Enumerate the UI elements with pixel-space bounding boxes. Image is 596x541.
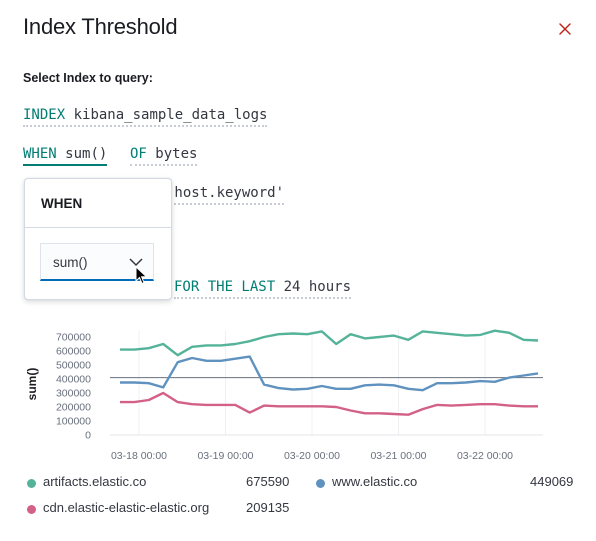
- index-keyword: INDEX: [23, 107, 66, 123]
- x-tick-label: 03-21 00:00: [370, 450, 426, 462]
- x-axis-ticks: 03-18 00:00 03-19 00:00 03-20 00:00 03-21 0…: [111, 450, 513, 462]
- when-value: sum(): [65, 146, 108, 162]
- y-tick-label: 500000: [56, 360, 91, 372]
- x-tick-label: 03-22 00:00: [457, 450, 513, 462]
- legend-value-artifacts: 675590: [246, 474, 290, 489]
- chevron-down-icon: [129, 258, 143, 267]
- of-keyword: OF: [130, 146, 147, 162]
- legend-dot: [316, 479, 325, 488]
- for-last-value: 24 hours: [283, 279, 352, 295]
- aggregation-select[interactable]: sum(): [40, 243, 154, 281]
- series-line-2: [120, 355, 539, 392]
- index-expression[interactable]: INDEX kibana_sample_data_logs: [23, 107, 268, 127]
- of-value: bytes: [155, 146, 198, 162]
- group-expression[interactable]: 'host.keyword': [166, 185, 285, 205]
- y-axis-label: sum(): [25, 368, 39, 401]
- y-tick-label: 300000: [56, 388, 91, 400]
- group-value: 'host.keyword': [166, 185, 285, 201]
- aggregation-select-value: sum(): [53, 255, 88, 270]
- threshold-chart: 700000 600000 500000 400000 300000 200000 1000…: [25, 329, 543, 462]
- legend-label: cdn.elastic-elastic-elastic.org: [43, 500, 210, 515]
- y-axis-ticks: 700000 600000 500000 400000 300000 200000 1000…: [56, 332, 91, 442]
- y-tick-label: 600000: [56, 346, 91, 358]
- for-last-expression[interactable]: FOR THE LAST 24 hours: [174, 279, 352, 299]
- x-tick-label: 03-20 00:00: [284, 450, 340, 462]
- legend-value-www: 449069: [530, 474, 574, 489]
- flyout-title: Index Threshold: [23, 14, 178, 39]
- when-expression[interactable]: WHEN sum(): [23, 146, 108, 166]
- legend-dot: [27, 505, 36, 514]
- close-icon: [559, 23, 571, 35]
- legend-value-cdn: 209135: [246, 500, 290, 515]
- index-value: kibana_sample_data_logs: [73, 107, 268, 123]
- y-tick-label: 0: [85, 430, 91, 442]
- select-index-label: Select Index to query:: [23, 71, 153, 85]
- series-line-1: [120, 329, 539, 357]
- legend-label: artifacts.elastic.co: [43, 474, 147, 489]
- x-tick-label: 03-18 00:00: [111, 450, 167, 462]
- popover-divider: [25, 227, 171, 228]
- y-tick-label: 100000: [56, 416, 91, 428]
- y-tick-label: 400000: [56, 374, 91, 386]
- close-button[interactable]: [556, 20, 574, 38]
- y-tick-label: 200000: [56, 402, 91, 414]
- when-popover: WHEN sum(): [24, 178, 172, 300]
- of-expression[interactable]: OF bytes: [130, 146, 198, 166]
- series-line-3: [120, 391, 538, 416]
- popover-title: WHEN: [41, 196, 83, 211]
- x-tick-label: 03-19 00:00: [197, 450, 253, 462]
- when-keyword: WHEN: [23, 146, 57, 162]
- legend-label: www.elastic.co: [332, 474, 418, 489]
- chart-series: [120, 329, 539, 416]
- y-tick-label: 700000: [56, 332, 91, 344]
- for-last-keyword: FOR THE LAST: [174, 279, 276, 295]
- legend-dot: [27, 479, 36, 488]
